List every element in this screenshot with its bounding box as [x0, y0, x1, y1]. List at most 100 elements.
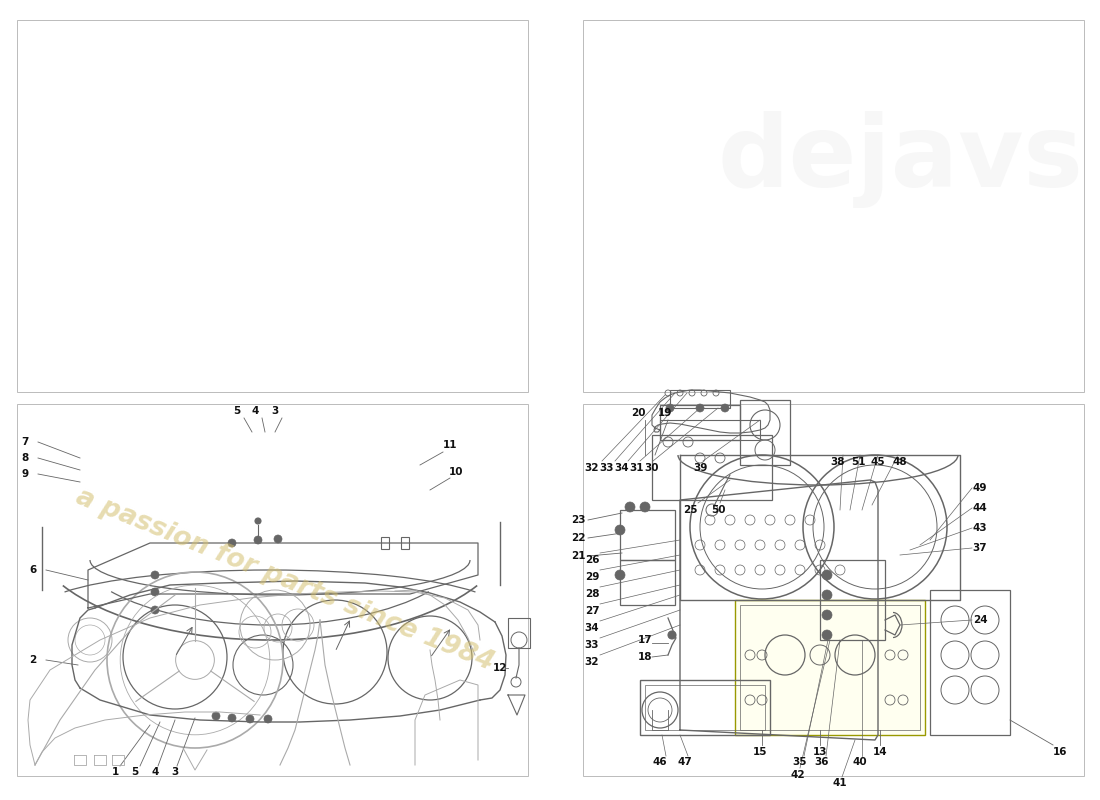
Text: 24: 24 [972, 615, 988, 625]
Bar [583, 20, 1084, 392]
Text: 5: 5 [131, 767, 139, 777]
Circle shape [822, 630, 832, 640]
Text: 34: 34 [615, 463, 629, 473]
Text: 3: 3 [172, 767, 178, 777]
Circle shape [822, 570, 832, 580]
Text: 47: 47 [678, 757, 692, 767]
Text: 36: 36 [815, 757, 829, 767]
Text: 17: 17 [638, 635, 652, 645]
Text: 28: 28 [585, 589, 600, 599]
Text: 41: 41 [833, 778, 847, 788]
Text: 4: 4 [152, 767, 158, 777]
Text: 40: 40 [852, 757, 867, 767]
Bar [402, 537, 409, 549]
Text: 3: 3 [272, 406, 278, 416]
Text: 49: 49 [972, 483, 988, 493]
Text: 14: 14 [872, 747, 888, 757]
Circle shape [151, 571, 160, 579]
Bar [652, 435, 772, 500]
Text: 32: 32 [585, 657, 600, 667]
Text: 34: 34 [585, 623, 600, 633]
Circle shape [228, 714, 236, 722]
Circle shape [822, 590, 832, 600]
Circle shape [212, 712, 220, 720]
Circle shape [151, 606, 160, 614]
Circle shape [254, 536, 262, 544]
Text: 5: 5 [233, 406, 241, 416]
Text: 15: 15 [752, 747, 768, 757]
Circle shape [822, 610, 832, 620]
Text: 32: 32 [585, 463, 600, 473]
Circle shape [625, 502, 635, 512]
Bar [820, 560, 886, 640]
Text: 21: 21 [571, 551, 585, 561]
Text: 39: 39 [693, 463, 707, 473]
Text: 51: 51 [850, 457, 866, 467]
Bar [930, 590, 1010, 735]
Text: 16: 16 [1053, 747, 1067, 757]
Text: 19: 19 [658, 408, 672, 418]
Text: 6: 6 [30, 565, 36, 575]
Bar [620, 560, 675, 605]
Bar [660, 405, 740, 440]
Text: 33: 33 [600, 463, 614, 473]
Bar [508, 618, 530, 648]
Text: 46: 46 [652, 757, 668, 767]
Circle shape [666, 404, 674, 412]
Text: 4: 4 [251, 406, 258, 416]
Circle shape [274, 535, 282, 543]
Text: 1: 1 [111, 767, 119, 777]
Text: 10: 10 [449, 467, 463, 477]
Circle shape [668, 631, 676, 639]
Text: 7: 7 [21, 437, 29, 447]
Text: 35: 35 [793, 757, 807, 767]
Bar [740, 400, 790, 465]
Text: 25: 25 [683, 505, 697, 515]
Text: 29: 29 [585, 572, 600, 582]
Bar [735, 600, 925, 735]
Text: 18: 18 [638, 652, 652, 662]
Circle shape [264, 715, 272, 723]
Circle shape [615, 570, 625, 580]
Text: 42: 42 [791, 770, 805, 780]
Text: 27: 27 [585, 606, 600, 616]
Bar [16, 20, 528, 392]
Bar [740, 605, 920, 730]
Text: 12: 12 [493, 663, 507, 673]
Text: 45: 45 [871, 457, 886, 467]
Bar [640, 680, 770, 735]
Text: 26: 26 [585, 555, 600, 565]
Text: 38: 38 [830, 457, 845, 467]
Circle shape [246, 715, 254, 723]
Circle shape [615, 525, 625, 535]
Text: 20: 20 [630, 408, 646, 418]
Text: 13: 13 [813, 747, 827, 757]
Text: 22: 22 [571, 533, 585, 543]
Circle shape [228, 539, 236, 547]
Text: a passion for parts since 1984: a passion for parts since 1984 [73, 484, 498, 676]
Circle shape [720, 404, 729, 412]
Bar [660, 420, 760, 440]
Bar [670, 390, 730, 408]
Text: 31: 31 [629, 463, 645, 473]
Circle shape [151, 588, 160, 596]
Bar [645, 685, 764, 730]
Text: 11: 11 [442, 440, 458, 450]
Text: 9: 9 [21, 469, 29, 479]
Text: 8: 8 [21, 453, 29, 463]
Bar [16, 404, 528, 776]
Bar [381, 537, 389, 549]
Text: dejavs: dejavs [717, 111, 1082, 209]
Text: 50: 50 [711, 505, 725, 515]
Text: 37: 37 [972, 543, 988, 553]
Text: 30: 30 [645, 463, 659, 473]
Circle shape [255, 518, 261, 524]
Bar [583, 404, 1084, 776]
Text: 2: 2 [30, 655, 36, 665]
Circle shape [640, 502, 650, 512]
Text: 43: 43 [972, 523, 988, 533]
Text: 44: 44 [972, 503, 988, 513]
Bar [620, 510, 675, 560]
Text: 23: 23 [571, 515, 585, 525]
Circle shape [696, 404, 704, 412]
